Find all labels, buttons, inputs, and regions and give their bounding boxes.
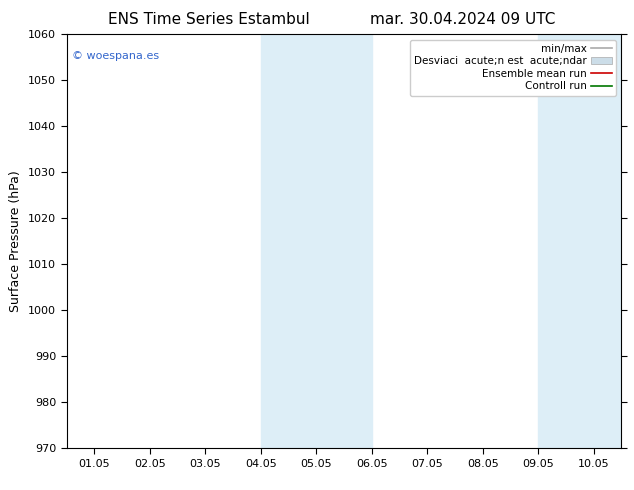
Bar — [261, 34, 372, 448]
Text: mar. 30.04.2024 09 UTC: mar. 30.04.2024 09 UTC — [370, 12, 555, 27]
Text: ENS Time Series Estambul: ENS Time Series Estambul — [108, 12, 310, 27]
Text: © woespana.es: © woespana.es — [72, 51, 159, 61]
Legend: min/max, Desviaci  acute;n est  acute;ndar, Ensemble mean run, Controll run: min/max, Desviaci acute;n est acute;ndar… — [410, 40, 616, 96]
Y-axis label: Surface Pressure (hPa): Surface Pressure (hPa) — [10, 171, 22, 312]
Bar — [538, 34, 621, 448]
